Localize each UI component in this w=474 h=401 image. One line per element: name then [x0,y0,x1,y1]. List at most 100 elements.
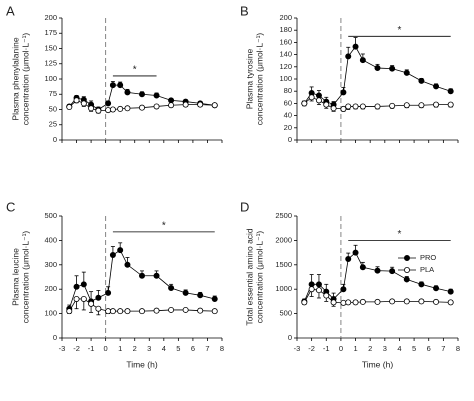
x-tick-label: 6 [427,344,431,353]
data-point [345,103,352,110]
data-point [389,102,396,109]
y-axis-label: Plasma tyrosine [244,48,254,109]
data-point [138,272,145,279]
data-point [105,107,112,114]
data-point [340,105,347,112]
x-tick-label: 1 [118,344,122,353]
panel-letter: D [240,199,249,214]
panel-letter: B [240,3,249,18]
data-point [211,295,218,302]
significance-marker: * [398,229,402,240]
data-point [345,53,352,60]
data-point [124,308,131,315]
data-point [374,298,381,305]
data-point [182,289,189,296]
data-point [182,306,189,313]
data-point [447,101,454,108]
y-tick-label: 80 [284,86,292,95]
y-axis-label: concentration (μmol·L⁻¹) [254,33,264,126]
data-point [403,102,410,109]
x-tick-label: 8 [456,344,460,353]
panel: C Plasma leucine concentration (μmol·L⁻¹) 0… [6,199,224,369]
x-tick-label: 0 [339,344,343,353]
data-point [153,92,160,99]
data-point [117,82,124,89]
y-tick-label: 50 [49,104,57,113]
x-tick-label: 6 [191,344,195,353]
data-point [389,268,396,275]
data-point [80,295,87,302]
x-tick-label: 7 [441,344,445,353]
x-tick-label: 1 [353,344,357,353]
x-tick-label: 5 [412,344,416,353]
data-point [418,298,425,305]
x-tick-label: -1 [323,344,330,353]
data-point [95,107,102,114]
y-axis-label: concentration (μmol·L⁻¹) [20,231,30,324]
y-axis-label: Plasma leucine [10,248,20,306]
data-point [109,82,116,89]
x-axis-label: Time (h) [362,359,393,369]
data-point [109,252,116,259]
data-point [124,105,131,112]
y-tick-label: 100 [279,74,292,83]
data-point [308,94,315,101]
data-point [211,308,218,315]
data-point [330,105,337,112]
data-point [359,298,366,305]
x-tick-label: 2 [133,344,137,353]
data-point [73,283,80,290]
data-point [211,102,218,109]
data-point [403,69,410,76]
y-tick-label: 0 [288,135,292,144]
y-tick-label: 0 [53,333,57,342]
data-point [352,299,359,306]
data-point [323,101,330,108]
x-tick-label: -1 [88,344,95,353]
data-point [308,286,315,293]
data-point [168,102,175,109]
data-point [345,255,352,262]
data-point [153,103,160,110]
y-tick-label: 1000 [275,284,292,293]
data-point [340,286,347,293]
data-point [88,105,95,112]
data-point [66,308,73,315]
data-point [301,100,308,107]
x-tick-label: -2 [308,344,315,353]
data-point [352,103,359,110]
y-tick-label: 160 [279,37,292,46]
data-point [153,307,160,314]
data-point [340,299,347,306]
data-point [117,105,124,112]
y-tick-label: 0 [288,333,292,342]
data-point [109,308,116,315]
data-point [105,289,112,296]
data-point [124,89,131,96]
data-point [197,292,204,299]
y-tick-label: 1500 [275,260,292,269]
data-point [138,308,145,315]
data-point [374,65,381,72]
data-point [124,261,131,268]
data-point [153,272,160,279]
y-tick-label: 500 [279,309,292,318]
y-tick-label: 100 [44,74,57,83]
y-tick-label: 120 [279,62,292,71]
legend-label: PLA [420,265,434,274]
data-point [359,264,366,271]
data-point [168,284,175,291]
data-point [447,88,454,95]
data-point [433,298,440,305]
data-point [418,281,425,288]
y-tick-label: 180 [279,25,292,34]
y-tick-label: 175 [44,28,57,37]
data-point [403,276,410,283]
panel-letter: A [6,3,15,18]
data-point [352,249,359,256]
x-tick-label: -3 [294,344,301,353]
legend-marker [403,266,410,273]
data-point [374,267,381,274]
y-tick-label: 500 [44,211,57,220]
data-point [447,288,454,295]
